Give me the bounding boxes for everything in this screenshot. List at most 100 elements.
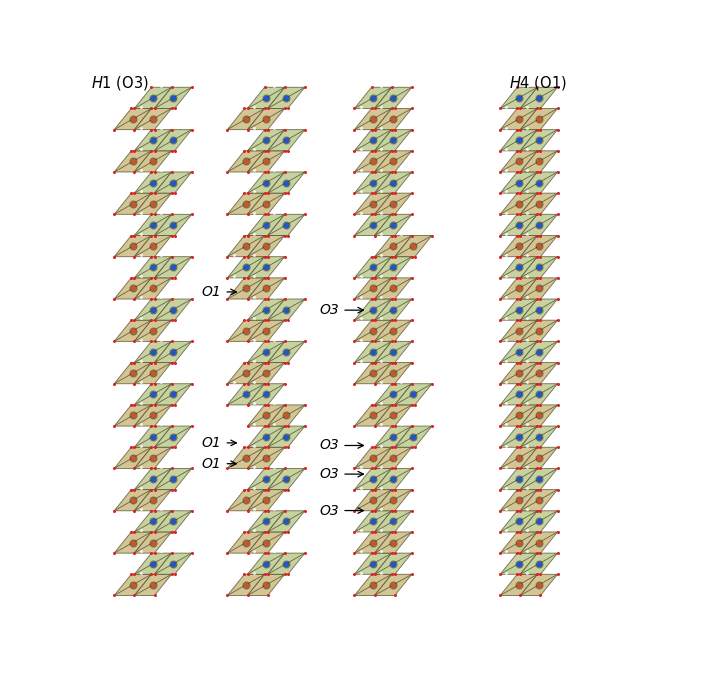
Polygon shape [155, 384, 191, 405]
Polygon shape [520, 193, 557, 214]
Polygon shape [228, 193, 264, 214]
Polygon shape [500, 193, 537, 214]
Polygon shape [155, 553, 191, 575]
Polygon shape [354, 87, 391, 108]
Polygon shape [500, 553, 537, 575]
Polygon shape [520, 426, 557, 448]
Polygon shape [520, 87, 557, 108]
Polygon shape [354, 278, 391, 299]
Polygon shape [520, 532, 557, 553]
Polygon shape [374, 214, 412, 235]
Polygon shape [114, 151, 152, 172]
Polygon shape [520, 511, 557, 532]
Polygon shape [134, 468, 172, 489]
Polygon shape [500, 151, 537, 172]
Polygon shape [520, 341, 557, 362]
Polygon shape [228, 532, 264, 553]
Polygon shape [374, 299, 412, 320]
Polygon shape [500, 299, 537, 320]
Polygon shape [247, 426, 285, 448]
Polygon shape [374, 532, 412, 553]
Polygon shape [268, 468, 305, 489]
Polygon shape [114, 235, 152, 257]
Polygon shape [247, 405, 285, 426]
Polygon shape [134, 553, 172, 575]
Polygon shape [354, 320, 391, 341]
Polygon shape [395, 384, 432, 405]
Polygon shape [374, 278, 412, 299]
Polygon shape [354, 172, 391, 193]
Polygon shape [354, 553, 391, 575]
Polygon shape [155, 257, 191, 278]
Polygon shape [247, 172, 285, 193]
Polygon shape [500, 468, 537, 489]
Polygon shape [395, 426, 432, 448]
Polygon shape [374, 468, 412, 489]
Polygon shape [155, 511, 191, 532]
Polygon shape [247, 87, 285, 108]
Polygon shape [114, 489, 152, 511]
Polygon shape [354, 151, 391, 172]
Polygon shape [268, 426, 305, 448]
Polygon shape [354, 405, 391, 426]
Polygon shape [500, 575, 537, 596]
Polygon shape [354, 532, 391, 553]
Polygon shape [134, 172, 172, 193]
Polygon shape [228, 257, 264, 278]
Polygon shape [134, 362, 172, 384]
Polygon shape [520, 553, 557, 575]
Polygon shape [247, 468, 285, 489]
Polygon shape [354, 468, 391, 489]
Text: O1: O1 [202, 285, 236, 299]
Polygon shape [155, 87, 191, 108]
Polygon shape [247, 489, 285, 511]
Polygon shape [268, 341, 305, 362]
Polygon shape [374, 257, 412, 278]
Polygon shape [155, 468, 191, 489]
Polygon shape [374, 405, 412, 426]
Polygon shape [354, 575, 391, 596]
Text: O1: O1 [202, 436, 236, 450]
Polygon shape [155, 214, 191, 235]
Polygon shape [374, 172, 412, 193]
Polygon shape [500, 362, 537, 384]
Polygon shape [247, 341, 285, 362]
Polygon shape [114, 108, 152, 130]
Polygon shape [354, 130, 391, 151]
Polygon shape [268, 511, 305, 532]
Polygon shape [354, 193, 391, 214]
Polygon shape [247, 214, 285, 235]
Polygon shape [134, 320, 172, 341]
Polygon shape [374, 151, 412, 172]
Polygon shape [228, 575, 264, 596]
Polygon shape [114, 448, 152, 468]
Polygon shape [520, 214, 557, 235]
Polygon shape [500, 341, 537, 362]
Polygon shape [114, 362, 152, 384]
Polygon shape [114, 575, 152, 596]
Polygon shape [247, 553, 285, 575]
Polygon shape [114, 278, 152, 299]
Polygon shape [500, 108, 537, 130]
Polygon shape [114, 320, 152, 341]
Polygon shape [247, 384, 285, 405]
Polygon shape [374, 320, 412, 341]
Polygon shape [374, 341, 412, 362]
Text: O3: O3 [320, 467, 364, 481]
Polygon shape [228, 448, 264, 468]
Polygon shape [500, 278, 537, 299]
Polygon shape [114, 193, 152, 214]
Polygon shape [354, 511, 391, 532]
Polygon shape [134, 448, 172, 468]
Polygon shape [134, 278, 172, 299]
Polygon shape [268, 87, 305, 108]
Polygon shape [155, 130, 191, 151]
Polygon shape [114, 532, 152, 553]
Polygon shape [247, 257, 285, 278]
Polygon shape [134, 87, 172, 108]
Polygon shape [500, 489, 537, 511]
Polygon shape [500, 532, 537, 553]
Polygon shape [228, 151, 264, 172]
Polygon shape [374, 426, 412, 448]
Polygon shape [134, 108, 172, 130]
